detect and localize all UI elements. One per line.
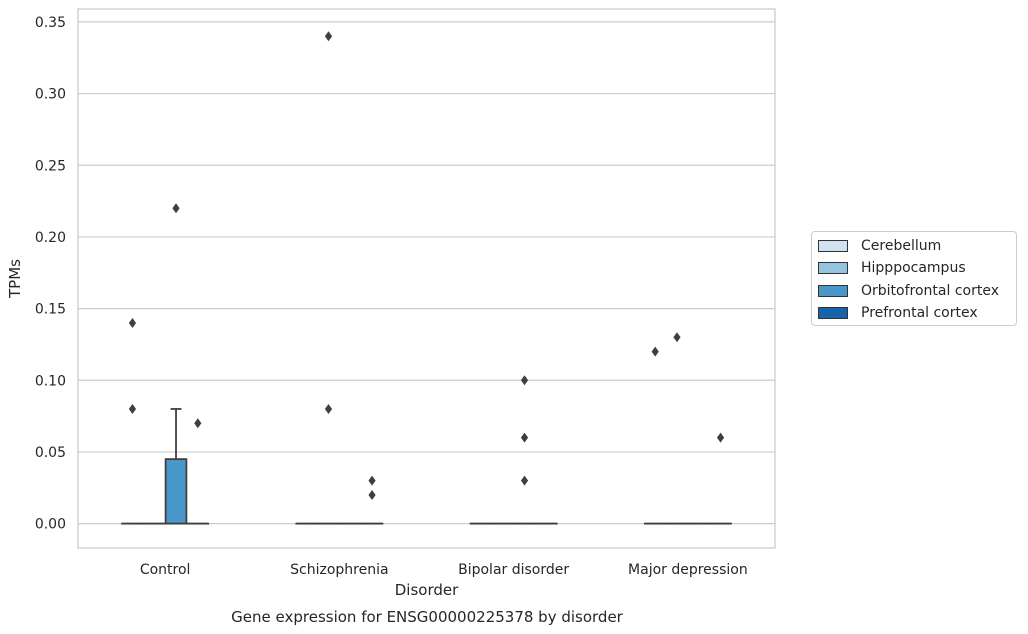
legend-label-orbitofrontal-cortex: Orbitofrontal cortex <box>861 283 999 299</box>
outlier-major-depression-hipppocampus <box>673 332 681 343</box>
x-tick-label: Schizophrenia <box>290 562 388 578</box>
legend-item-prefrontal-cortex: Prefrontal cortex <box>818 304 978 322</box>
outlier-bipolar-disorder-orbitofrontal-cortex <box>520 375 529 386</box>
x-tick-label: Bipolar disorder <box>458 562 569 578</box>
x-tick-label: Major depression <box>628 562 748 578</box>
outlier-control-cerebellum <box>128 403 137 414</box>
gridlines <box>78 21 775 525</box>
legend-item-hippocampus: Hipppocampus <box>818 259 966 277</box>
y-tick-label: 0.35 <box>35 15 66 31</box>
outlier-schizophrenia-hipppocampus <box>324 31 333 42</box>
legend-label-cerebellum: Cerebellum <box>861 238 942 254</box>
x-tick-label: Control <box>140 562 191 578</box>
legend: Cerebellum Hipppocampus Orbitofrontal co… <box>811 231 1017 326</box>
outlier-control-orbitofrontal-cortex <box>172 203 180 214</box>
legend-label-prefrontal-cortex: Prefrontal cortex <box>861 305 978 321</box>
legend-swatch-hippocampus <box>818 262 848 274</box>
legend-item-cerebellum: Cerebellum <box>818 237 941 255</box>
y-tick-label: 0.20 <box>35 230 66 246</box>
outlier-control-cerebellum <box>128 317 137 328</box>
outlier-bipolar-disorder-orbitofrontal-cortex <box>520 432 529 443</box>
x-axis-title: Disorder <box>395 581 459 599</box>
legend-swatch-prefrontal-cortex <box>818 307 848 319</box>
outlier-schizophrenia-prefrontal-cortex <box>368 475 376 486</box>
outlier-schizophrenia-hipppocampus <box>324 403 333 414</box>
legend-swatch-orbitofrontal-cortex <box>818 285 848 297</box>
legend-swatch-cerebellum <box>818 240 848 252</box>
outliers <box>128 31 725 500</box>
x-tick-labels: Control Schizophrenia Bipolar disorder Majo… <box>140 562 748 578</box>
outlier-control-prefrontal-cortex <box>194 418 202 429</box>
box-control-orbitofrontal-cortex <box>164 458 188 525</box>
y-tick-label: 0.25 <box>35 158 66 174</box>
y-axis-title: TPMs <box>6 259 24 299</box>
y-tick-label: 0.30 <box>35 87 66 103</box>
legend-label-hippocampus: Hipppocampus <box>861 260 966 276</box>
y-tick-label: 0.10 <box>35 373 66 389</box>
y-tick-labels: 0.00 0.05 0.10 0.15 0.20 0.25 0.30 0.35 <box>35 15 66 533</box>
outlier-schizophrenia-prefrontal-cortex <box>368 489 376 500</box>
y-tick-label: 0.00 <box>35 517 66 533</box>
y-tick-label: 0.15 <box>35 302 66 318</box>
outlier-major-depression-cerebellum <box>651 346 659 357</box>
boxes <box>121 408 732 525</box>
outlier-major-depression-prefrontal-cortex <box>716 432 725 443</box>
y-tick-label: 0.05 <box>35 445 66 461</box>
plot-area-frame <box>77 8 776 549</box>
legend-item-orbitofrontal-cortex: Orbitofrontal cortex <box>818 282 999 300</box>
outlier-bipolar-disorder-orbitofrontal-cortex <box>520 475 529 486</box>
chart-caption: Gene expression for ENSG00000225378 by d… <box>231 608 624 626</box>
